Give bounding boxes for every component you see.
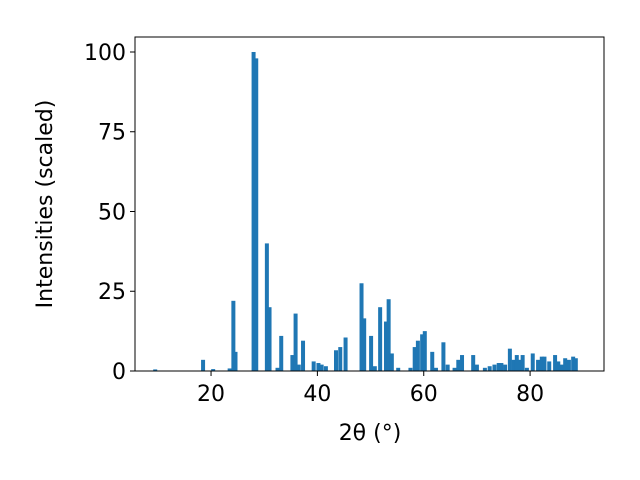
bar [415, 340, 420, 371]
bar [372, 366, 377, 371]
x-axis-label: 2θ (°) [339, 421, 402, 446]
bar [456, 359, 461, 371]
bar [316, 363, 321, 371]
bar [559, 364, 564, 371]
bar [566, 359, 571, 371]
bar [369, 335, 374, 371]
bar [503, 364, 508, 371]
bar [536, 359, 541, 371]
bar [471, 355, 476, 371]
bar [396, 367, 401, 371]
bar [520, 355, 525, 371]
bar [267, 307, 272, 371]
bar [211, 369, 216, 371]
bar [254, 58, 259, 372]
bar [319, 364, 324, 371]
bar [389, 353, 394, 371]
bar [231, 300, 236, 371]
bar [264, 243, 269, 371]
bar [511, 359, 516, 371]
bar [496, 363, 501, 371]
y-tick-label: 100 [84, 41, 126, 66]
bar [383, 321, 388, 371]
bar [556, 361, 561, 371]
bar [296, 364, 301, 371]
bar [542, 356, 547, 371]
x-tick-label: 20 [197, 382, 225, 407]
y-tick-label: 50 [98, 200, 126, 225]
bar [445, 364, 450, 371]
bar [441, 342, 446, 371]
bar [386, 299, 391, 371]
bar [343, 337, 348, 371]
bar [507, 348, 512, 371]
x-tick-label: 40 [303, 382, 331, 407]
bar [412, 347, 417, 371]
bar [290, 355, 295, 371]
bar [293, 313, 298, 371]
bar [487, 366, 492, 371]
bar [573, 358, 578, 371]
x-tick-label: 80 [516, 382, 544, 407]
plot-frame [134, 36, 605, 372]
bar [301, 340, 306, 371]
bar [275, 367, 280, 371]
bar [420, 334, 425, 371]
bar [499, 363, 504, 371]
bar [553, 355, 558, 371]
bar [514, 355, 519, 371]
bar [233, 351, 238, 371]
bar [227, 368, 232, 371]
bar [452, 367, 457, 371]
bar [338, 347, 343, 371]
x-tick-label: 60 [410, 382, 438, 407]
bar [530, 353, 535, 371]
bar [482, 367, 487, 371]
bar [251, 51, 256, 371]
bar [408, 367, 413, 371]
bar [153, 369, 158, 371]
bar [474, 364, 479, 371]
bar [430, 351, 435, 371]
bar [362, 318, 367, 371]
y-axis-label: Intensities (scaled) [33, 100, 58, 309]
bar [359, 283, 364, 371]
bar [422, 331, 427, 371]
bar [201, 359, 206, 371]
bar [492, 364, 497, 371]
y-tick-label: 0 [112, 360, 126, 385]
bar [571, 356, 576, 371]
bar [323, 366, 328, 371]
bar [524, 367, 529, 371]
y-tick-label: 75 [98, 121, 126, 146]
bar [563, 358, 568, 371]
y-tick-label: 25 [98, 280, 126, 305]
bar [334, 350, 338, 371]
bar [311, 361, 316, 371]
bar [547, 361, 552, 371]
bar [279, 335, 284, 371]
bar [433, 367, 438, 371]
bar [378, 307, 383, 371]
bar [460, 355, 465, 371]
bar [539, 356, 544, 371]
bar [517, 359, 522, 371]
